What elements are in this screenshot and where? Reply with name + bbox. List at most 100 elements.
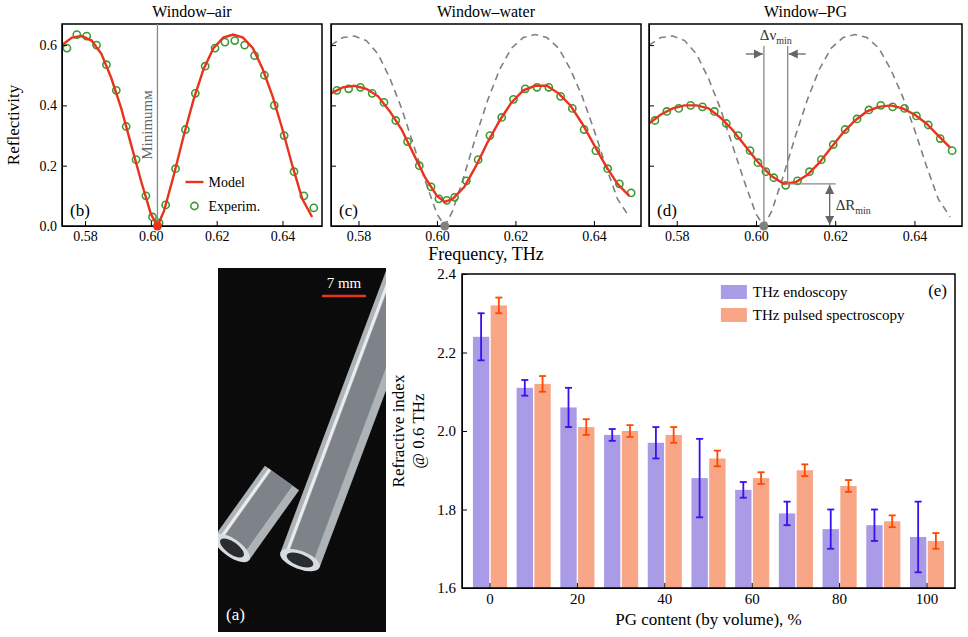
tick-mark — [756, 221, 757, 226]
panel-title: Window–water — [437, 3, 536, 20]
tick-mark — [649, 105, 654, 106]
tick-mark — [927, 583, 928, 588]
tick — [331, 226, 336, 227]
bar — [648, 443, 664, 588]
tick-mark — [462, 510, 467, 511]
error-bar-line — [480, 313, 482, 360]
error-bar-line — [915, 501, 922, 503]
tube-body — [300, 268, 386, 560]
error-bar-line — [539, 391, 546, 393]
error-bar-line — [521, 379, 528, 381]
tick — [649, 45, 654, 46]
legend-label: THz pulsed spectroscopy — [753, 307, 905, 323]
plot-frame — [331, 24, 641, 226]
tick: 1.8 — [437, 502, 467, 518]
legend-swatch — [185, 181, 203, 183]
tick-label: 2.0 — [437, 423, 456, 439]
bar — [753, 478, 769, 588]
error-bar — [758, 472, 765, 484]
error-bar — [696, 439, 703, 517]
minimum-marker — [153, 222, 162, 231]
tick-label: 0.58 — [73, 229, 98, 244]
data-point — [310, 204, 317, 211]
tick: 80 — [832, 583, 847, 607]
legend-swatch — [191, 202, 198, 209]
error-bar-line — [891, 515, 893, 527]
tick-label: 0.60 — [425, 229, 450, 244]
bar — [884, 521, 900, 588]
annotation-text: ΔR — [836, 197, 856, 213]
error-bar-line — [716, 451, 718, 467]
error-bar — [539, 376, 546, 392]
error-bar — [740, 482, 747, 498]
error-bar-line — [917, 502, 919, 573]
error-bar-line — [565, 387, 572, 389]
error-bar — [889, 515, 896, 527]
tick — [649, 105, 654, 106]
tick-mark — [462, 274, 467, 275]
error-bar-line — [804, 464, 806, 476]
error-bar-line — [889, 526, 896, 528]
axis-title: Reflectivity — [4, 84, 23, 165]
tick-label: 100 — [916, 591, 939, 607]
axis-title: Frequency, THz — [428, 244, 543, 264]
tick-label: 0.64 — [271, 229, 296, 244]
panel-label: (a) — [226, 605, 245, 624]
tick-mark — [62, 166, 67, 167]
bar — [517, 388, 533, 588]
tick: 0.62 — [504, 221, 529, 244]
tick-mark — [85, 221, 86, 226]
error-bar-line — [932, 532, 939, 534]
tick-label: 0.62 — [504, 229, 529, 244]
tick-mark — [649, 166, 654, 167]
error-bar-line — [585, 419, 587, 435]
error-bar-line — [626, 436, 633, 438]
error-bar-line — [495, 312, 502, 314]
panel: Window–PG0.580.600.620.64ΔνminΔRmin(d) — [649, 3, 963, 244]
error-bar-line — [784, 524, 791, 526]
bar — [560, 407, 576, 588]
axis-line — [331, 25, 332, 227]
error-bar — [495, 298, 502, 314]
error-bar-line — [652, 426, 659, 428]
tick: 0.2 — [40, 159, 68, 174]
tube-highlight — [220, 469, 270, 539]
tick-label: 0.58 — [665, 229, 690, 244]
tube-end — [218, 528, 254, 567]
tick-mark — [437, 221, 438, 226]
tick-mark — [515, 221, 516, 226]
error-bar-line — [915, 571, 922, 573]
plot-area — [331, 35, 635, 226]
tick-label: 0.64 — [582, 229, 607, 244]
bar — [709, 458, 725, 588]
tick-label: 2.4 — [437, 266, 456, 282]
minimum-marker — [440, 222, 449, 231]
error-bar-line — [568, 388, 570, 427]
tick-label: 0.64 — [903, 229, 928, 244]
panel-label: (b) — [70, 201, 90, 220]
tube-body — [300, 268, 386, 560]
tube-bore — [285, 549, 315, 570]
bar — [578, 427, 594, 588]
error-bar — [915, 502, 922, 573]
axis-line — [63, 226, 323, 227]
tick-mark — [62, 105, 67, 106]
error-bar-line — [848, 480, 850, 492]
tick-mark — [664, 583, 665, 588]
panel: 0204060801001.61.82.02.22.4PG content (b… — [389, 266, 956, 629]
axis-line — [650, 226, 963, 227]
bar — [735, 490, 751, 588]
annotation-text: Δνmin — [760, 27, 792, 46]
tick: 0.4 — [40, 98, 68, 113]
tick: 2.4 — [437, 266, 467, 282]
arrow — [789, 53, 806, 54]
bar — [797, 470, 813, 588]
bar — [491, 305, 507, 588]
model-line — [62, 35, 312, 226]
tick-mark — [677, 221, 678, 226]
error-bar-line — [655, 427, 657, 458]
tick: 0.0 — [40, 219, 68, 234]
axis-line — [62, 25, 63, 227]
error-bar — [478, 313, 485, 360]
error-bar-line — [583, 434, 590, 436]
